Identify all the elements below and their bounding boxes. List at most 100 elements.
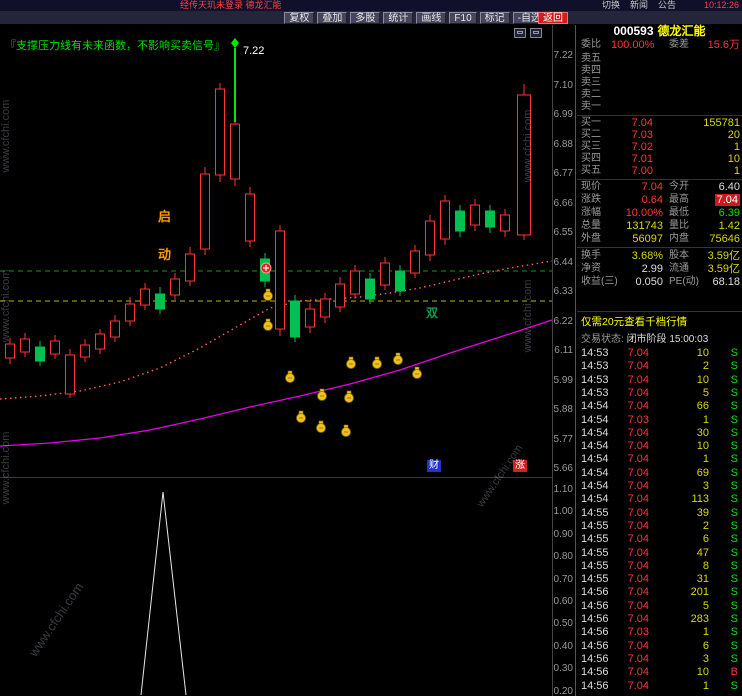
axis-label: 0.50 xyxy=(553,618,573,630)
tick-volume: 1 xyxy=(702,453,709,466)
stat-label: 量比 xyxy=(669,220,689,231)
titlebar-menu-item[interactable]: 公告 xyxy=(657,0,676,10)
chart-window-icon[interactable] xyxy=(530,28,542,38)
tick-time: 14:53 xyxy=(581,360,609,373)
axis-label: 5.66 xyxy=(553,463,573,474)
stat-value: 10.00% xyxy=(625,207,663,219)
indicator-badge: 涨 xyxy=(513,460,527,472)
candlestick-chart[interactable] xyxy=(0,0,553,696)
tick-row: 14:55 7.04 39 S xyxy=(577,507,742,520)
tick-time: 14:53 xyxy=(581,386,609,399)
chart-window-icon[interactable] xyxy=(514,28,526,38)
peak-price-label: 7.22 xyxy=(243,45,265,57)
queue-label: 卖一 xyxy=(581,101,601,112)
axis-label: 1.10 xyxy=(553,484,573,495)
watermark: www.cfchi.com xyxy=(0,269,12,343)
tick-flag: S xyxy=(730,586,738,599)
quote-queue-row: 买二 7.03 20 xyxy=(577,129,742,141)
toolbar-button[interactable]: 多股 xyxy=(350,12,381,24)
back-button[interactable]: 返回 xyxy=(538,12,568,24)
tick-row: 14:54 7.04 69 S xyxy=(577,467,742,480)
window-title: 经传天玑未登录 德龙汇能 xyxy=(180,0,282,10)
axis-label: 5.77 xyxy=(553,433,573,445)
stock-header: 000593 德龙汇能 xyxy=(577,25,742,39)
toolbar-button[interactable]: 复权 xyxy=(284,12,315,24)
clock: 10:12:26 xyxy=(703,0,739,10)
divider xyxy=(577,311,742,312)
toolbar-button[interactable]: 画线 xyxy=(416,12,447,24)
tick-price: 7.04 xyxy=(627,426,649,439)
trade-status-value: 闭市阶段 15:00:03 xyxy=(626,334,709,345)
axis-label: 6.33 xyxy=(553,286,573,297)
tick-time: 14:53 xyxy=(581,347,609,359)
queue-label: 买一 xyxy=(581,117,601,128)
stat-label: 涨跌 xyxy=(581,194,601,205)
tick-volume: 6 xyxy=(702,639,709,652)
tick-row: 14:56 7.04 6 S xyxy=(577,640,742,653)
tick-time: 14:56 xyxy=(581,599,609,612)
quote-stat-row: 净资 2.99 流通 3.59亿 xyxy=(577,263,742,275)
quote-queue-row: 卖一 xyxy=(577,101,742,113)
tick-flag: S xyxy=(730,413,738,426)
tick-price: 7.04 xyxy=(627,586,649,599)
chart-annotation: 双 xyxy=(426,306,439,320)
toolbar-button[interactable]: 标记 xyxy=(479,12,510,24)
tick-row: 14:56 7.04 10 B xyxy=(577,666,742,679)
tick-price: 7.04 xyxy=(627,506,649,519)
tick-time: 14:54 xyxy=(581,426,609,439)
tick-volume: 1 xyxy=(702,626,709,639)
axis-label: 0.30 xyxy=(553,663,573,675)
axis-label: 6.99 xyxy=(553,109,573,120)
axis-label: 0.80 xyxy=(553,551,573,563)
tick-time: 14:54 xyxy=(581,440,609,453)
tick-time: 14:56 xyxy=(581,626,609,639)
tick-price: 7.04 xyxy=(627,599,649,612)
tick-volume: 2 xyxy=(702,360,709,373)
indicator-badge: 财 xyxy=(427,460,441,472)
title-bar: 经传天玑未登录 德龙汇能 切换 新闻 公告 10:12:26 xyxy=(0,0,742,11)
toolbar: 复权 叠加 多股 统计 画线 F10 标记 -自选 返回 xyxy=(0,11,742,25)
tick-volume: 69 xyxy=(696,466,709,479)
toolbar-buttons: 复权 叠加 多股 统计 画线 F10 标记 -自选 xyxy=(284,12,546,24)
stat-value: 6.39 xyxy=(718,207,740,219)
toolbar-button[interactable]: F10 xyxy=(449,12,477,24)
axis-label: 6.77 xyxy=(553,168,573,179)
chart-region[interactable]: 『支撑压力线有未来函数，不影响买卖信号』 7.22 启动双 财 涨 www.cfc… xyxy=(0,25,553,696)
tick-row: 14:53 7.04 10 S xyxy=(577,347,742,360)
tick-price: 7.04 xyxy=(627,546,649,559)
quote-queue-row: 卖三 xyxy=(577,77,742,89)
quote-queue-row: 卖五 xyxy=(577,53,742,65)
toolbar-button[interactable]: 叠加 xyxy=(317,12,348,24)
weibi-row: 委比 100.00% 委差 15.6万 xyxy=(577,39,742,51)
titlebar-menu-item[interactable]: 新闻 xyxy=(629,0,648,10)
stat-label: PE(动) xyxy=(669,276,699,287)
tick-row: 14:56 7.04 283 S xyxy=(577,613,742,626)
tick-price: 7.04 xyxy=(627,652,649,665)
tick-row: 14:54 7.03 1 S xyxy=(577,414,742,427)
quote-stat-row: 收益(三) 0.050 PE(动) 68.18 xyxy=(577,276,742,288)
stat-label: 最低 xyxy=(669,207,689,218)
promo-link[interactable]: 仅需20元查看千档行情 xyxy=(581,316,688,328)
tick-time: 14:56 xyxy=(581,652,609,665)
axis-label: 6.66 xyxy=(553,197,573,209)
quote-stat-row: 换手 3.68% 股本 3.59亿 xyxy=(577,250,742,262)
stat-value: 7.04 xyxy=(714,194,740,206)
tick-price: 7.04 xyxy=(627,347,649,359)
tick-time: 14:56 xyxy=(581,679,609,692)
stat-label: 收益(三) xyxy=(581,276,618,287)
watermark: www.cfchi.com xyxy=(522,109,534,183)
queue-label: 卖五 xyxy=(581,53,601,64)
tick-price: 7.04 xyxy=(627,360,649,373)
tick-time: 14:54 xyxy=(581,466,609,479)
tick-volume: 3 xyxy=(702,652,709,665)
toolbar-button[interactable]: 统计 xyxy=(383,12,414,24)
tick-flag: S xyxy=(730,599,738,612)
stat-label: 现价 xyxy=(581,181,601,192)
tick-flag: S xyxy=(730,440,738,453)
trade-status: 交易状态: 闭市阶段 15:00:03 xyxy=(581,330,708,345)
titlebar-menu-item[interactable]: 切换 xyxy=(601,0,620,10)
tick-row: 14:56 7.04 1 S xyxy=(577,680,742,693)
tick-flag: S xyxy=(730,453,738,466)
chart-annotation: 启 xyxy=(158,209,172,224)
